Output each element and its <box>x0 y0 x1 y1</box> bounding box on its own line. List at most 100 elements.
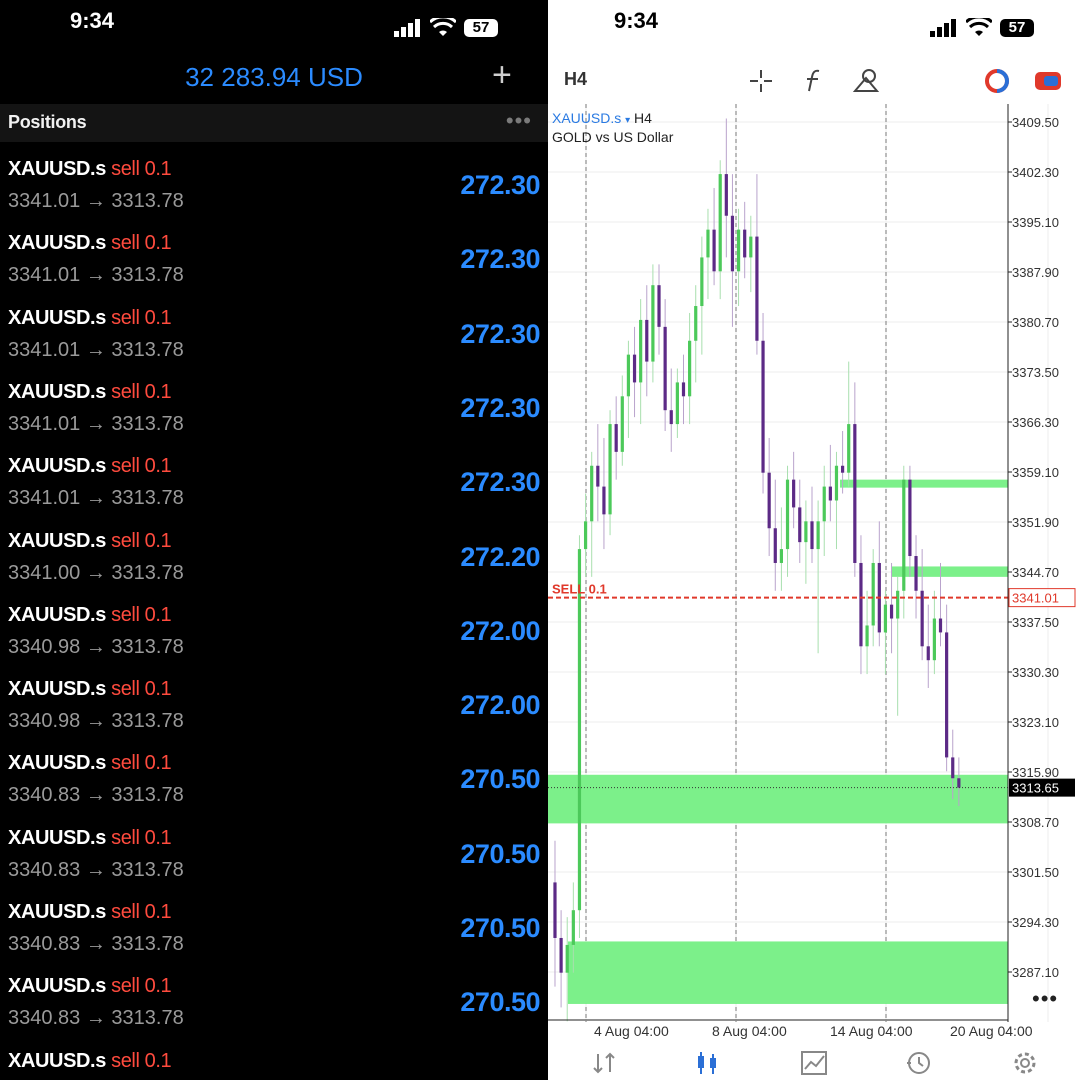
position-symbol: XAUUSD.s sell 0.1 <box>8 603 172 626</box>
y-tick-label: 3366.30 <box>1012 415 1059 430</box>
objects-icon[interactable] <box>852 68 880 94</box>
position-prices: 3341.01 → 3313.78 <box>8 338 184 361</box>
support-zone <box>840 479 1008 488</box>
candle-body <box>559 937 563 973</box>
position-row[interactable]: XAUUSD.s sell 0.1 3341.01 → 3313.78 272.30 <box>0 307 548 381</box>
account-icon[interactable] <box>984 68 1010 94</box>
signal-icon <box>394 19 420 37</box>
chart-tab[interactable] <box>694 1050 720 1076</box>
settings-tab[interactable] <box>1012 1050 1038 1076</box>
status-bar: 9:34 57 <box>548 8 1080 38</box>
position-prices: 3340.83 → 3313.78 <box>8 1007 184 1030</box>
y-tick-label: 3301.50 <box>1012 865 1059 880</box>
y-tick-label: 3315.90 <box>1012 765 1059 780</box>
candlestick-chart[interactable]: SELL 0.1 3409.50 3402.30 3395.10 3387.90 3380… <box>548 104 1080 1022</box>
position-row[interactable]: XAUUSD.s sell 0.1 3340.83 → 3313.78 270.50 <box>0 827 548 901</box>
position-row[interactable]: XAUUSD.s sell 0.1 <box>0 1050 548 1080</box>
position-row[interactable]: XAUUSD.s sell 0.1 3341.01 → 3313.78 272.30 <box>0 381 548 455</box>
position-symbol: XAUUSD.s sell 0.1 <box>8 752 172 775</box>
position-row[interactable]: XAUUSD.s sell 0.1 3340.83 → 3313.78 270.50 <box>0 752 548 826</box>
position-row[interactable]: XAUUSD.s sell 0.1 3341.01 → 3313.78 272.30 <box>0 232 548 306</box>
candle-body <box>688 340 692 397</box>
y-tick-label: 3402.30 <box>1012 165 1059 180</box>
position-row[interactable]: XAUUSD.s sell 0.1 3340.98 → 3313.78 272.00 <box>0 604 548 678</box>
candle-body <box>571 910 575 945</box>
candle-body <box>614 424 618 452</box>
y-tick-label: 3344.70 <box>1012 565 1059 580</box>
status-time: 9:34 <box>70 8 115 33</box>
position-row[interactable]: XAUUSD.s sell 0.1 3341.00 → 3313.78 272.20 <box>0 530 548 604</box>
positions-label: Positions <box>8 112 87 132</box>
candle-body <box>706 229 710 258</box>
candle-body <box>583 521 588 550</box>
y-tick-label: 3387.90 <box>1012 265 1059 280</box>
chart-symbol[interactable]: XAUUSD.s ▾ H4 <box>552 110 652 126</box>
trade-tab[interactable] <box>800 1050 828 1076</box>
current-price-tag <box>1009 778 1075 797</box>
support-zone <box>892 566 1008 577</box>
y-tick-label: 3359.10 <box>1012 465 1059 480</box>
candle-body <box>669 410 673 425</box>
sell-label: SELL 0.1 <box>552 582 607 597</box>
position-row[interactable]: XAUUSD.s sell 0.1 3340.98 → 3313.78 272.00 <box>0 678 548 752</box>
x-tick-label: 4 Aug 04:00 <box>594 1023 669 1039</box>
add-order-button[interactable]: + <box>492 56 512 94</box>
position-side: sell 0.1 <box>111 752 172 775</box>
status-bar: 9:34 57 <box>0 8 548 38</box>
function-icon[interactable] <box>802 68 826 94</box>
position-prices: 3340.98 → 3313.78 <box>8 635 184 658</box>
candle-body <box>675 382 679 425</box>
position-side: sell 0.1 <box>111 232 172 255</box>
more-icon[interactable]: ••• <box>505 108 532 133</box>
position-side: sell 0.1 <box>111 529 172 552</box>
candle-body <box>620 396 624 452</box>
position-side: sell 0.1 <box>111 603 172 626</box>
battery-icon: 57 <box>464 19 498 37</box>
candle-body <box>565 944 569 973</box>
position-row[interactable]: XAUUSD.s sell 0.1 3340.83 → 3313.78 270.50 <box>0 975 548 1049</box>
quotes-tab[interactable] <box>590 1050 618 1076</box>
position-symbol: XAUUSD.s sell 0.1 <box>8 826 172 849</box>
positions-screen: 9:34 57 32 283.94 USD + Positions ••• XA… <box>0 8 548 1080</box>
x-tick-label: 8 Aug 04:00 <box>712 1023 787 1039</box>
candle-body <box>645 319 649 362</box>
position-symbol: XAUUSD.s sell 0.1 <box>8 678 172 701</box>
position-symbol: XAUUSD.s sell 0.1 <box>8 455 172 478</box>
position-row[interactable]: XAUUSD.s sell 0.1 3340.83 → 3313.78 270.50 <box>0 901 548 975</box>
timeframe-button[interactable]: H4 <box>564 69 588 89</box>
position-side: sell 0.1 <box>111 306 172 329</box>
candle-body <box>828 486 832 501</box>
candle-body <box>914 556 918 591</box>
position-prices: 3341.01 → 3313.78 <box>8 190 184 212</box>
candle-body <box>865 625 869 647</box>
chart-description: GOLD vs US Dollar <box>552 129 674 145</box>
y-tick-label: 3287.10 <box>1012 965 1059 980</box>
position-profit: 272.00 <box>460 690 540 721</box>
sell-price-label: 3341.01 <box>1012 591 1059 606</box>
candle-body <box>694 306 698 341</box>
current-price-label: 3313.65 <box>1012 781 1059 796</box>
history-tab[interactable] <box>904 1050 932 1076</box>
position-row[interactable]: XAUUSD.s sell 0.1 3341.01 → 3313.78 272.30 <box>0 158 548 232</box>
y-tick-label: 3373.50 <box>1012 365 1059 380</box>
crosshair-icon[interactable] <box>748 68 774 94</box>
position-profit: 270.50 <box>460 838 540 869</box>
position-symbol: XAUUSD.s sell 0.1 <box>8 232 172 255</box>
y-tick-label: 3323.10 <box>1012 715 1059 730</box>
y-tick-label: 3409.50 <box>1012 115 1059 130</box>
candle-body <box>938 618 943 633</box>
position-symbol: XAUUSD.s sell 0.1 <box>8 529 172 552</box>
x-tick-label: 14 Aug 04:00 <box>830 1023 913 1039</box>
position-row[interactable]: XAUUSD.s sell 0.1 3341.01 → 3313.78 272.30 <box>0 455 548 529</box>
candle-body <box>816 521 820 550</box>
more-icon[interactable]: ••• <box>1032 986 1059 1011</box>
position-symbol: XAUUSD.s sell 0.1 <box>8 158 172 180</box>
status-time: 9:34 <box>614 8 659 33</box>
candle-body <box>761 340 765 473</box>
candle-body <box>853 424 857 563</box>
candle-body <box>718 174 722 272</box>
y-tick-label: 3337.50 <box>1012 615 1059 630</box>
trade-icon[interactable] <box>1034 68 1062 94</box>
price-chart[interactable]: SELL 0.1 3409.50 3402.30 3395.10 3387.90 3380… <box>548 104 1080 1022</box>
position-prices: 3341.01 → 3313.78 <box>8 487 184 510</box>
